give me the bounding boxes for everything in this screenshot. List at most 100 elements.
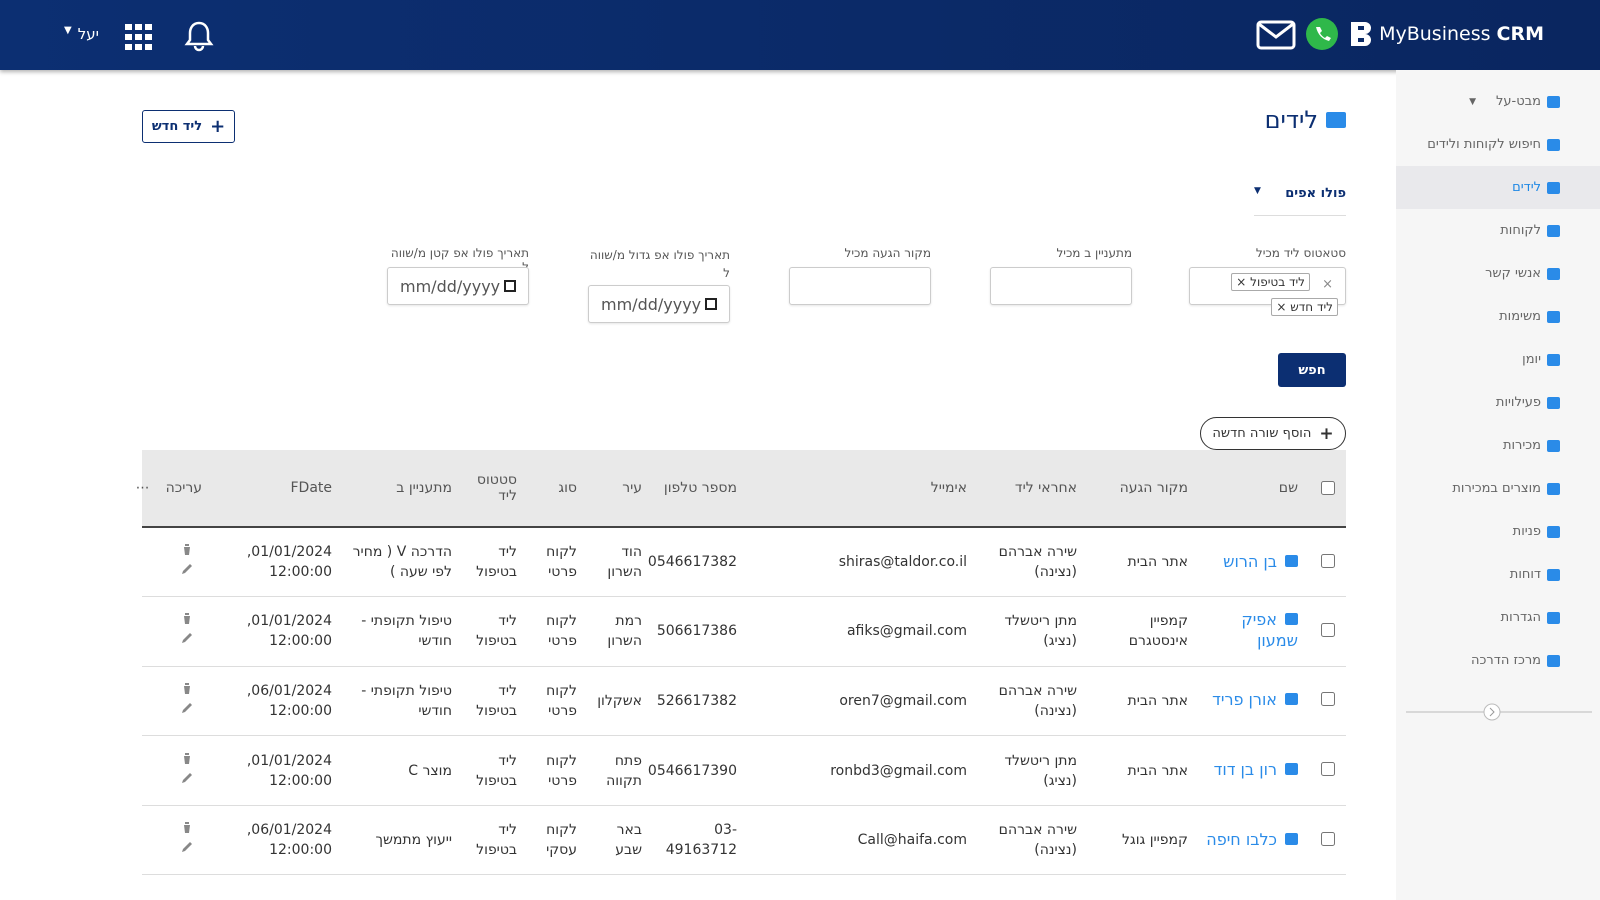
header-label[interactable]: FDate	[290, 480, 332, 496]
date-from-filter[interactable]: mm/dd/yyyy	[588, 285, 730, 323]
filter-tag[interactable]: ליד חדש ×	[1271, 298, 1338, 316]
cell: ייעוץ מתמשך	[340, 805, 460, 876]
header-cell: מספר טלפון	[650, 450, 745, 528]
row-checkbox[interactable]	[1321, 762, 1335, 777]
lead-name-link[interactable]: אורן פריד	[1212, 690, 1277, 710]
header-label[interactable]: אימייל	[930, 480, 967, 496]
cell	[142, 805, 210, 876]
edit-icon[interactable]	[180, 771, 194, 785]
search-button[interactable]: חפש	[1278, 353, 1346, 387]
nav-item[interactable]: דוחות	[1396, 553, 1600, 596]
cell-text: 01/01/2024, 12:00:00	[246, 544, 332, 581]
table-row: אפיק שמעון קמפיין אינסטגרם מתן ריטשלד (נצי…	[142, 596, 1346, 667]
delete-icon[interactable]	[180, 542, 194, 556]
table-body: בן הרוש אתר הבית שירה אברהם (נצינה) shiras@…	[142, 527, 1346, 876]
row-checkbox[interactable]	[1321, 831, 1335, 846]
brand-name: MyBusiness	[1379, 23, 1491, 45]
nav-item[interactable]: חיפוש לקוחות ולידים	[1396, 123, 1600, 166]
delete-icon[interactable]	[180, 611, 194, 625]
header-label[interactable]: שם	[1278, 480, 1298, 496]
calendar-icon[interactable]	[705, 298, 717, 310]
header-label[interactable]: מקור הגעה	[1119, 480, 1188, 496]
header-label[interactable]: אחראי ליד	[1014, 480, 1077, 496]
delete-icon[interactable]	[180, 751, 194, 765]
cell-text: טיפול תקופתי - חודשי	[361, 613, 452, 650]
more-icon[interactable]: ⋯	[135, 480, 150, 496]
lead-name-link[interactable]: אפיק שמעון	[1241, 610, 1298, 651]
edit-icon[interactable]	[180, 701, 194, 715]
user-menu[interactable]: יעל ▼	[64, 25, 99, 43]
cell-text: ליד בטיפול	[476, 682, 517, 719]
header-label[interactable]: מתעניין ב	[396, 480, 452, 496]
header-cell: סטטוס ליד	[460, 450, 525, 528]
nav-item[interactable]: לקוחות	[1396, 209, 1600, 252]
lead-name-link[interactable]: רון בן דוד	[1213, 760, 1277, 780]
cell: אשקלון	[585, 666, 650, 737]
header-label[interactable]: מספר טלפון	[663, 480, 737, 496]
delete-icon[interactable]	[180, 820, 194, 834]
edit-icon[interactable]	[180, 631, 194, 645]
nav-item[interactable]: מבט-על ▼	[1396, 80, 1600, 123]
nav-item[interactable]: יומן	[1396, 338, 1600, 381]
clear-icon[interactable]: ×	[1322, 277, 1333, 292]
cell	[142, 735, 210, 806]
lead-name-link[interactable]: בן הרוש	[1223, 551, 1277, 571]
brand-suffix: CRM	[1496, 23, 1544, 45]
edit-icon[interactable]	[180, 562, 194, 576]
lead-name-link[interactable]: כלבו חיפה	[1206, 829, 1277, 849]
new-lead-button[interactable]: + ליד חדש	[142, 110, 235, 143]
edit-icon[interactable]	[180, 840, 194, 854]
nav-item[interactable]: לידים	[1396, 166, 1600, 209]
nav-item[interactable]: הגדרות	[1396, 596, 1600, 639]
delete-icon[interactable]	[180, 681, 194, 695]
nav-label: חיפוש לקוחות ולידים	[1427, 137, 1541, 152]
filter-tag[interactable]: ליד בטיפול ×	[1231, 273, 1310, 291]
collapse-toggle[interactable]	[1406, 702, 1592, 722]
whatsapp-icon[interactable]	[1304, 16, 1340, 52]
cell: מתן ריטשלד (נציג)	[975, 735, 1085, 806]
row-checkbox[interactable]	[1321, 480, 1335, 495]
cell-text: לקוח פרטי	[546, 613, 577, 650]
row-checkbox[interactable]	[1321, 692, 1335, 707]
interest-filter[interactable]	[990, 267, 1132, 305]
cell-text: 0546617382	[647, 554, 737, 571]
cell-text: מוצר C	[408, 762, 452, 779]
nav-item[interactable]: פעילויות	[1396, 381, 1600, 424]
nav-icon	[1547, 224, 1560, 237]
header-label[interactable]: סוג	[558, 480, 577, 496]
edit-icon-shape	[182, 702, 192, 713]
page-title: לידים	[1265, 106, 1346, 134]
cell: שירה אברהם (נצינה)	[975, 527, 1085, 598]
row-checkbox[interactable]	[1321, 622, 1335, 637]
apps-icon[interactable]	[125, 24, 153, 50]
cell: רון בן דוד	[1196, 735, 1306, 806]
cell: באר שבע	[585, 805, 650, 876]
header-label[interactable]: עיר	[622, 480, 642, 496]
bell-icon[interactable]	[184, 20, 214, 52]
brand[interactable]: MyBusiness CRM	[1349, 20, 1544, 48]
nav-item[interactable]: מכירות	[1396, 424, 1600, 467]
add-row-button[interactable]: + הוסף שורה חדשה	[1200, 417, 1346, 450]
nav-item[interactable]: משימות	[1396, 295, 1600, 338]
filter-label: סטאטוס ליד מכיל	[1255, 246, 1346, 260]
source-filter[interactable]	[789, 267, 931, 305]
cell: לקוח פרטי	[525, 596, 585, 667]
date-to-filter[interactable]: mm/dd/yyyy	[387, 267, 529, 305]
row-checkbox[interactable]	[1321, 553, 1335, 568]
cell-text: לקוח עסקי	[546, 822, 577, 859]
mail-icon[interactable]	[1256, 20, 1296, 50]
filter-label: תאריך פולו אפ גדול מ/שווה ל	[589, 248, 730, 280]
header-label[interactable]: סטטוס ליד	[476, 472, 517, 504]
nav-item[interactable]: פניות	[1396, 510, 1600, 553]
nav-item[interactable]: מרכז הדרכה	[1396, 639, 1600, 682]
nav-item[interactable]: אנשי קשר	[1396, 252, 1600, 295]
nav-icon	[1547, 181, 1560, 194]
calendar-icon[interactable]	[504, 280, 516, 292]
followups-toggle[interactable]: פולו אפים ▼	[1254, 186, 1346, 216]
nav-item[interactable]: מוצרים במכירות	[1396, 467, 1600, 510]
header-label[interactable]: עריכה	[165, 480, 202, 496]
lead-icon	[1285, 554, 1298, 567]
header-cell: סוג	[525, 450, 585, 528]
toggle-label: פולו אפים	[1285, 186, 1346, 201]
nav-icon	[1547, 482, 1560, 495]
